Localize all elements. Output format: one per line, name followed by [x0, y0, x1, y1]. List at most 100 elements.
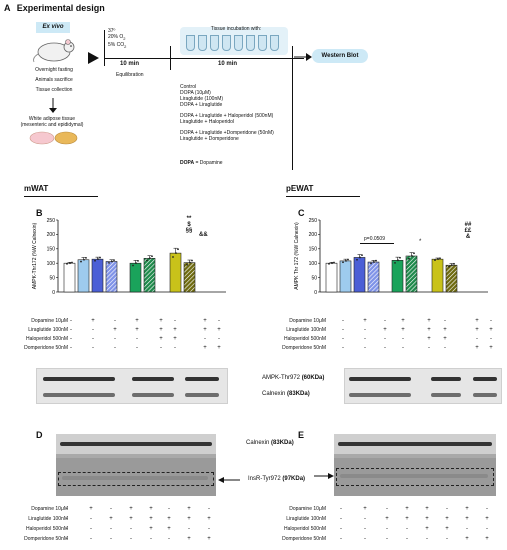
data-point	[451, 264, 453, 267]
treatment-mark: +	[405, 506, 409, 512]
treatment-mark: +	[489, 345, 493, 351]
chart-b: AMPK-Thr172 (%W Calnexin) 0 50 100 150 200 250	[32, 218, 226, 296]
treatment-mark: -	[70, 327, 72, 333]
data-point	[83, 258, 85, 261]
treatment-row-label: Domperidone 50nM	[24, 345, 68, 351]
treatment-mark: -	[70, 336, 72, 342]
data-point	[373, 261, 375, 263]
y-tick-label: 50	[311, 275, 317, 281]
stat-mark: &	[465, 234, 471, 240]
incubation-time: 10 min	[218, 61, 238, 67]
data-point	[108, 261, 110, 264]
treatment-mark: +	[203, 345, 207, 351]
treatment-mark: -	[446, 506, 448, 512]
incubation-title: Tissue incubation with:	[210, 26, 262, 32]
treatment-row-label: Haloperidol 500nM	[26, 336, 68, 342]
calnexin-label: Calnexin	[262, 391, 288, 397]
treatment-mark: +	[113, 327, 117, 333]
treatment-row-label: Haloperidol 500nM	[26, 526, 68, 532]
treatment-mark: -	[114, 318, 116, 324]
calnexin-band-c1	[349, 393, 411, 397]
mwat-underline	[24, 196, 98, 197]
insr-box-e	[336, 468, 494, 486]
panel-a-title: A Experimental design	[4, 3, 105, 13]
timeline-tick-mid	[170, 46, 171, 70]
bar-3	[105, 261, 118, 293]
treatment-mark: -	[342, 318, 344, 324]
treatment-mark: +	[363, 506, 367, 512]
bar-2	[353, 257, 366, 293]
timeline-tick-start	[104, 30, 105, 66]
treatment-table-e: Dopamine 10μM - + - + + - + - Liraglutide 100nM - -…	[258, 506, 507, 548]
y-tick-label: 200	[47, 232, 56, 238]
treatment-mark: +	[217, 327, 221, 333]
treatment-mark: -	[342, 327, 344, 333]
treatment-mark: +	[91, 318, 95, 324]
right-arrow-icon	[314, 473, 334, 479]
tube-icon	[222, 35, 231, 51]
calnexin-blot-label: Calnexin (83KDa)	[262, 391, 310, 398]
treatment-mark: -	[466, 526, 468, 532]
treatment-mark: +	[109, 516, 113, 522]
treatment-mark: +	[217, 345, 221, 351]
treatment-mark: +	[187, 506, 191, 512]
pvalue-bracket	[360, 243, 394, 244]
treatment-mark: -	[406, 536, 408, 542]
data-point	[94, 259, 96, 262]
treatment-mark: -	[136, 345, 138, 351]
data-point	[434, 259, 436, 261]
treatment-row-label: Dopamine 10μM	[31, 318, 68, 324]
treatment-mark: +	[485, 516, 489, 522]
tube-icon	[186, 35, 195, 51]
treatment-row-label: Haloperidol 500nM	[284, 336, 326, 342]
treatment-mark: +	[425, 506, 429, 512]
ampk-blot-label: AMPK-Thr972 (60KDa)	[262, 375, 324, 382]
treatment-mark: -	[386, 536, 388, 542]
treatment-mark: +	[465, 536, 469, 542]
data-point	[137, 259, 139, 262]
treatment-row-label: Dopamine 10μM	[289, 318, 326, 324]
treatment-mark: -	[340, 536, 342, 542]
treatment-mark: +	[149, 506, 153, 512]
treatment-mark: -	[490, 318, 492, 324]
y-tick-label: 250	[309, 218, 318, 224]
treatment-mark: +	[443, 336, 447, 342]
ampk-band-b3	[185, 377, 219, 381]
data-point	[375, 259, 377, 262]
data-point	[413, 252, 415, 255]
treatment-mark: -	[384, 345, 386, 351]
treatment-item: Liraglutide (100nM)	[180, 96, 224, 102]
data-point	[151, 255, 153, 258]
data-point	[99, 256, 101, 259]
panel-a-letter: A	[4, 3, 11, 13]
blot-e	[334, 434, 496, 496]
data-point	[80, 260, 82, 263]
calnexin-blot-label-de: Calnexin (83KDa)	[246, 440, 294, 447]
treatment-row-label: Domperidone 50nM	[24, 536, 68, 542]
data-point	[132, 264, 134, 267]
data-point	[437, 258, 439, 261]
treatment-mark: +	[401, 318, 405, 324]
data-point	[85, 257, 87, 259]
step-sacrifice: Animals sacrifice	[35, 77, 73, 83]
down-arrow-icon	[49, 98, 57, 113]
panel-b-stats: ** $ §§	[184, 216, 194, 234]
adipose-tissue-icon	[29, 131, 78, 145]
treatment-mark: +	[167, 526, 171, 532]
treatment-item: Control	[180, 84, 197, 90]
treatment-mark: +	[475, 327, 479, 333]
mouse-icon	[33, 39, 75, 63]
ex-vivo-badge: Ex vivo	[36, 22, 70, 33]
treatment-mark: +	[135, 318, 139, 324]
calnexin-band-d	[60, 442, 212, 446]
bar-4	[129, 262, 142, 293]
insr-band-d	[62, 476, 208, 480]
data-point	[439, 257, 441, 260]
treatment-row-label: Domperidone 50nM	[282, 536, 326, 542]
ampk-band-b2	[132, 377, 174, 381]
treatment-mark: -	[90, 526, 92, 532]
data-point	[177, 248, 179, 251]
data-point	[172, 256, 174, 258]
treatment-row-label: Domperidone 50nM	[282, 345, 326, 351]
bar-6	[169, 252, 182, 293]
